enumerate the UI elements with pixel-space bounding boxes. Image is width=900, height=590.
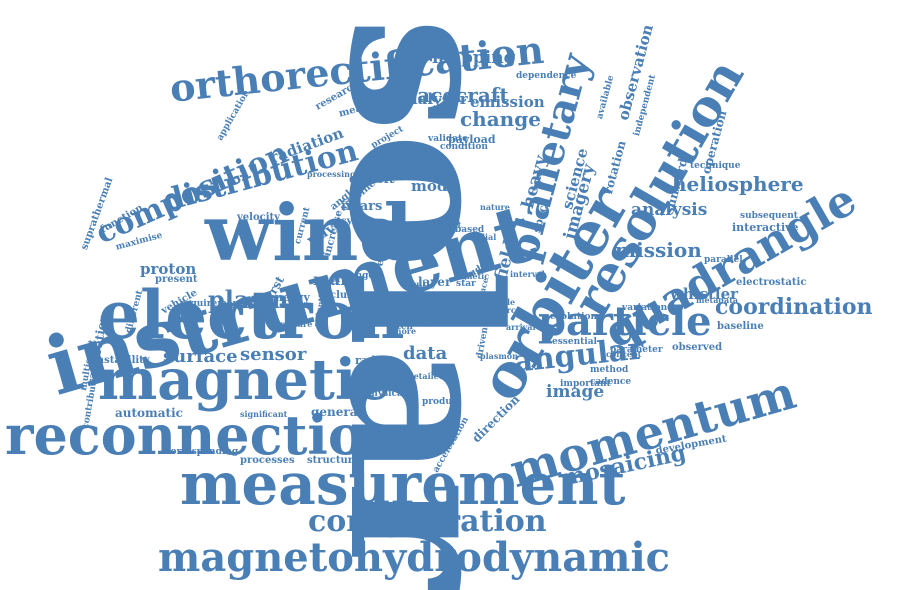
word-measurement: measurement — [180, 450, 626, 518]
word-structure: structure — [307, 455, 360, 466]
word-present: present — [155, 274, 198, 285]
word-condition: condition — [440, 142, 488, 152]
word-star: star — [456, 279, 476, 289]
word-cadence: cadence — [590, 377, 632, 387]
word-studies: studies — [373, 383, 410, 393]
word-mar: mar — [313, 270, 349, 289]
word-whistler: whistler — [670, 285, 739, 303]
word-dependence: dependence — [516, 71, 577, 81]
word-suite: suite — [394, 309, 428, 323]
word-arrival: arrival — [506, 322, 536, 332]
word-cluster: cluster — [330, 290, 370, 301]
word-region: region — [453, 312, 483, 322]
word-analysis: analysis — [631, 200, 708, 220]
word-deficit: deficit — [349, 172, 395, 187]
word-product: product — [422, 397, 462, 407]
word-wind: wind — [205, 188, 414, 279]
word-electron: electron — [98, 276, 405, 354]
word-baseline: baseline — [717, 321, 764, 332]
word-payload: payload — [448, 133, 496, 146]
word-more: more — [393, 326, 417, 336]
word-concept: concept — [606, 349, 642, 359]
word-interval: interval — [510, 269, 545, 279]
word-method: method — [590, 365, 629, 375]
word-heliosphere: heliosphere — [672, 172, 804, 196]
word-nature: nature — [480, 202, 510, 212]
word-requirement: requirement — [180, 299, 244, 309]
word-mission: mission — [615, 238, 702, 262]
word-source: source — [491, 305, 521, 315]
word-parameter: parameter — [610, 345, 663, 355]
word-important: important — [560, 379, 611, 389]
word-reconnection: reconnection — [5, 403, 404, 467]
word-moment: moment — [420, 221, 462, 231]
word-particle: particle — [538, 298, 712, 345]
word-several: several — [315, 275, 351, 285]
word-parallel: parallel — [704, 255, 743, 265]
word-automatic: automatic — [115, 406, 183, 420]
word-available: available — [595, 74, 617, 121]
word-velocity: velocity — [237, 212, 280, 223]
word-coordination: coordination — [715, 294, 873, 320]
word-energy: energy — [268, 291, 310, 304]
word-metadata: metadata — [696, 295, 739, 305]
word-magnetic: magnetic — [98, 347, 391, 413]
word-radial: radial — [470, 232, 497, 242]
word-spacecraft: spacecraft — [392, 83, 509, 107]
word-coregistration: coregistration — [308, 504, 547, 539]
word-ion: ion — [408, 306, 426, 317]
word-subsequent: subsequent — [740, 211, 798, 221]
word-plasmon: plasmon — [480, 351, 518, 361]
word-proton: proton — [140, 260, 197, 278]
word-full: full — [410, 279, 426, 289]
word-electrostatic: electrostatic — [736, 277, 807, 288]
word-flight: flight — [426, 229, 453, 239]
word-based: based — [455, 225, 485, 235]
word-mapping: mapping — [432, 48, 516, 68]
word-radio: radio — [355, 354, 388, 367]
word-picture: picture — [280, 319, 313, 329]
word-kinetic: kinetic — [458, 271, 490, 281]
word-observation: observation — [614, 22, 657, 123]
word-validate: validate — [428, 134, 468, 144]
word-evolution: evolution — [550, 312, 598, 322]
word-orbit: orbit — [411, 314, 436, 324]
word-processing: processing — [307, 169, 356, 179]
word-magnetohydrodynamic: magnetohydrodynamic — [158, 534, 671, 581]
word-plasma: plasma — [208, 285, 304, 314]
word-instability: instability — [93, 355, 150, 366]
word-variation: variation — [622, 303, 668, 313]
word-pitch: pitch — [387, 322, 413, 332]
word-observed: observed — [672, 342, 723, 353]
word-layer: layer — [418, 275, 452, 289]
word-technique: technique — [690, 161, 741, 171]
word-imars: imars — [341, 199, 383, 214]
word-time: time — [388, 306, 414, 317]
word-change: change — [460, 107, 541, 131]
word-corresponding: corresponding — [165, 447, 239, 457]
word-general: general — [311, 405, 363, 419]
word-mode: mode — [411, 177, 457, 195]
word-significant: significant — [240, 409, 288, 419]
word-event: event — [440, 317, 468, 327]
word-system: system — [341, 216, 380, 227]
word-sensor: sensor — [240, 344, 307, 365]
word-single: single — [488, 297, 516, 307]
word-data: data — [403, 343, 448, 364]
word-physical: physical — [365, 389, 407, 399]
word-emission: emission — [470, 93, 545, 111]
word-processes: processes — [240, 455, 295, 466]
word-essential: essential — [552, 337, 597, 347]
word-surface: surface — [163, 346, 238, 367]
word-detailed: detailed — [408, 371, 445, 381]
word-image: image — [546, 382, 605, 402]
word-interactive: interactive — [732, 221, 799, 234]
word-analyser: analyser — [397, 90, 468, 108]
word-range: range — [345, 271, 375, 281]
